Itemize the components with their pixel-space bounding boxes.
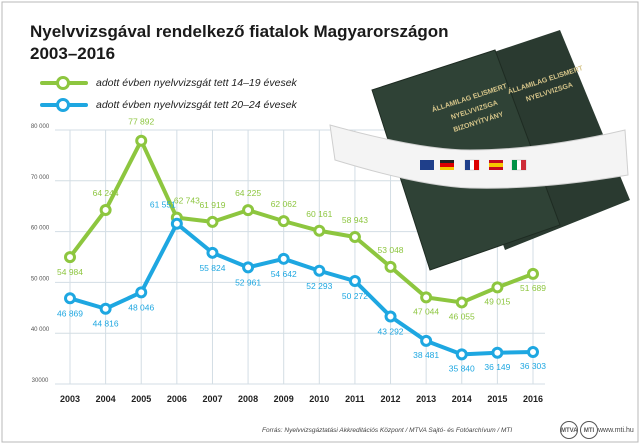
data-point — [242, 261, 255, 274]
data-point — [277, 215, 290, 228]
data-point — [455, 296, 468, 309]
mti-logo: MTI — [580, 421, 598, 439]
data-label: 47 044 — [413, 306, 439, 316]
data-point — [348, 275, 361, 288]
data-point — [491, 281, 504, 294]
data-label: 36 303 — [520, 361, 546, 371]
data-label: 49 015 — [484, 296, 510, 306]
data-label: 50 272 — [342, 291, 368, 301]
data-point — [384, 260, 397, 273]
data-label: 35 840 — [449, 363, 475, 373]
data-label: 61 551 — [150, 200, 176, 210]
data-label: 77 892 — [128, 117, 154, 127]
x-tick-label: 2005 — [131, 394, 151, 404]
data-label: 61 919 — [199, 200, 225, 210]
data-label: 51 689 — [520, 283, 546, 293]
x-tick-label: 2009 — [274, 394, 294, 404]
x-tick-label: 2013 — [416, 394, 436, 404]
data-label: 38 481 — [413, 350, 439, 360]
source-note: Forrás: Nyelvvizsgáztatási Akkreditációs… — [262, 427, 513, 434]
y-tick-label: 30000 — [32, 378, 49, 384]
data-point — [527, 267, 539, 280]
data-label: 54 642 — [271, 269, 297, 279]
legend-item-20-24: adott évben nyelvvizsgát tett 20–24 éves… — [40, 95, 297, 115]
x-tick-label: 2008 — [238, 394, 258, 404]
series-14-19: 54 984 64 244 77 892 62 743 61 919 64 225 62 0… — [57, 117, 546, 322]
chart-subtitle: 2003–2016 — [30, 44, 116, 63]
data-point — [420, 291, 433, 304]
x-tick-label: 2007 — [202, 394, 222, 404]
x-tick-label: 2010 — [309, 394, 329, 404]
x-tick-label: 2004 — [96, 394, 116, 404]
x-tick-label: 2016 — [523, 394, 543, 404]
data-point — [206, 215, 219, 228]
series-layer: 54 984 64 244 77 892 62 743 61 919 64 225 62 0… — [57, 117, 546, 374]
series-20-24: 46 869 44 816 48 046 61 551 55 824 52 961 54 6… — [57, 200, 546, 374]
data-point — [420, 334, 433, 347]
data-label: 60 161 — [306, 209, 332, 219]
mtva-logo: MTVA — [560, 421, 578, 439]
data-label: 43 292 — [378, 326, 404, 336]
x-tick-label: 2003 — [60, 394, 80, 404]
y-axis-labels: 30000 40 000 50 000 60 000 70 000 80 000 — [31, 124, 50, 384]
data-label: 53 048 — [378, 245, 404, 255]
data-point — [99, 302, 112, 315]
data-label: 44 816 — [93, 319, 119, 329]
y-tick-label: 50 000 — [31, 276, 50, 282]
data-point — [491, 346, 504, 359]
data-point — [455, 348, 468, 361]
data-point — [64, 292, 76, 305]
y-tick-label: 70 000 — [31, 175, 50, 181]
data-point — [64, 251, 76, 264]
legend-label-14-19: adott évben nyelvvizsgát tett 14–19 éves… — [96, 77, 297, 89]
data-point — [135, 286, 148, 299]
data-point — [313, 264, 326, 277]
data-label: 52 293 — [306, 281, 332, 291]
series-line — [68, 221, 535, 357]
data-point — [135, 134, 148, 147]
y-tick-label: 60 000 — [31, 226, 50, 232]
legend-label-20-24: adott évben nyelvvizsgát tett 20–24 éves… — [96, 99, 297, 111]
data-point — [242, 204, 255, 217]
data-point — [99, 204, 112, 217]
data-label: 48 046 — [128, 302, 154, 312]
y-tick-label: 80 000 — [31, 124, 50, 130]
data-point — [206, 246, 219, 259]
x-tick-label: 2006 — [167, 394, 187, 404]
x-tick-label: 2012 — [381, 394, 401, 404]
data-label: 64 244 — [93, 188, 119, 198]
data-point — [277, 252, 290, 265]
data-point — [384, 310, 397, 323]
legend-swatch-green — [40, 73, 88, 93]
x-tick-label: 2014 — [452, 394, 472, 404]
data-label: 64 225 — [235, 188, 261, 198]
site-url: www.mti.hu — [598, 427, 634, 434]
data-point — [527, 345, 539, 358]
data-point — [170, 217, 183, 230]
data-label: 46 055 — [449, 311, 475, 321]
data-point — [348, 230, 361, 243]
data-label: 62 743 — [174, 196, 200, 206]
legend-swatch-blue — [40, 95, 88, 115]
data-label: 46 869 — [57, 308, 83, 318]
x-tick-label: 2015 — [487, 394, 507, 404]
data-point — [313, 224, 326, 237]
chart-title: Nyelvvizsgával rendelkező fiatalok Magya… — [30, 22, 449, 41]
legend-item-14-19: adott évben nyelvvizsgát tett 14–19 éves… — [40, 73, 297, 93]
data-label: 58 943 — [342, 215, 368, 225]
x-tick-label: 2011 — [345, 394, 365, 404]
data-label: 52 961 — [235, 277, 261, 287]
data-label: 54 984 — [57, 267, 83, 277]
y-tick-label: 40 000 — [31, 327, 50, 333]
data-label: 36 149 — [484, 362, 510, 372]
language-certificate-image: ÁLLAMILAG ELISMERT NYELVVIZSGA BIZONYÍTV… — [329, 30, 630, 271]
data-label: 62 062 — [271, 199, 297, 209]
x-axis-labels: 2003 2004 2005 2006 2007 2008 2009 2010 2011 2012… — [60, 394, 543, 404]
data-label: 55 824 — [199, 263, 225, 273]
